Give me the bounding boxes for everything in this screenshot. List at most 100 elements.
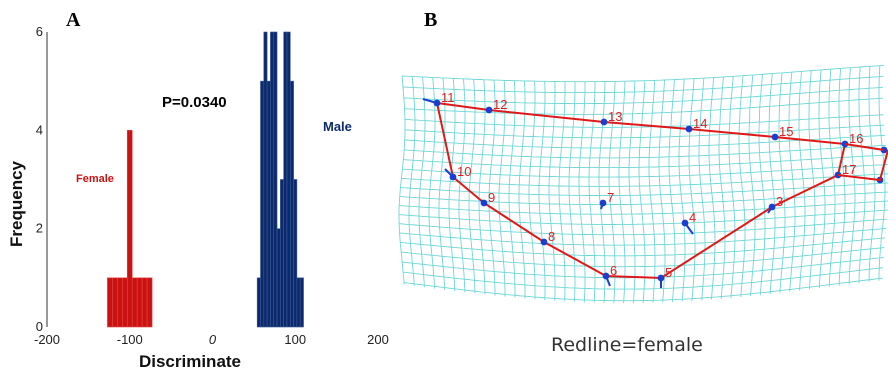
y-axis: Frequency: [7, 32, 48, 327]
grid-line-vertical: [858, 66, 866, 284]
y-tick-label: 0: [36, 319, 43, 334]
grid-line-vertical: [728, 76, 736, 299]
grid-line-horizontal: [399, 227, 887, 246]
grid-line-vertical: [488, 79, 496, 296]
grid-line-horizontal: [402, 75, 884, 94]
grid-line-vertical: [398, 75, 406, 285]
grid-line-vertical: [408, 76, 416, 287]
male-bar: [296, 277, 301, 328]
female-bar: [146, 277, 153, 328]
grid-line-horizontal: [402, 164, 888, 178]
outline-edge-right-lower: [837, 149, 888, 182]
grid-line-vertical: [838, 68, 846, 286]
grid-line-horizontal: [399, 200, 888, 215]
panel-a-histogram: A Frequency 0 2 4 6 -200 -100 0 100 200 Discrim…: [7, 9, 389, 371]
landmark-labels: 3 4 5 6 7 8 9 10 11 12 13 14 15 16 17: [441, 90, 863, 280]
grid-line-vertical: [758, 74, 766, 296]
landmark-label: 17: [842, 162, 856, 177]
landmark-label: 7: [607, 190, 614, 205]
landmark-label: 11: [441, 90, 455, 105]
grid-line-vertical: [468, 79, 476, 294]
landmark-point: [485, 106, 493, 114]
landmark-point: [449, 173, 457, 181]
grid-line-vertical: [428, 77, 436, 289]
male-bar: [270, 31, 275, 328]
grid-line-horizontal: [403, 267, 884, 290]
grid-line-vertical: [568, 81, 576, 302]
grid-line-vertical: [528, 81, 536, 300]
grid-line-vertical: [438, 77, 446, 290]
female-bar: [117, 277, 123, 328]
landmark-point: [685, 125, 693, 133]
grid-line-horizontal: [399, 218, 888, 236]
grid-line-vertical: [538, 81, 546, 301]
grid-line-vertical: [718, 76, 726, 299]
landmark-point: [681, 219, 689, 227]
y-tick-labels: 0 2 4 6: [36, 24, 43, 334]
grid-line-vertical: [618, 81, 626, 304]
male-bar: [293, 179, 298, 328]
landmark-label: 9: [488, 190, 495, 205]
female-bar: [136, 277, 143, 328]
landmark-point: [599, 199, 607, 207]
male-bar: [256, 277, 261, 328]
landmark-points: [433, 99, 888, 282]
grid-line-horizontal: [404, 144, 887, 159]
female-bar: [122, 277, 128, 328]
landmark-point: [768, 203, 776, 211]
landmark-label: 8: [548, 229, 555, 244]
x-tick-label: 200: [367, 332, 389, 347]
grid-line-vertical: [648, 80, 656, 303]
female-outline: [436, 102, 847, 280]
grid-line-vertical: [818, 69, 826, 289]
x-tick-labels: -200 -100 0 100 200: [34, 332, 389, 347]
grid-line-horizontal: [403, 277, 884, 302]
grid-line-vertical: [698, 78, 706, 301]
male-bar: [286, 31, 291, 328]
landmark-point: [540, 238, 548, 246]
grid-line-horizontal: [399, 191, 888, 206]
y-axis-title: Frequency: [7, 160, 26, 247]
grid-line-horizontal: [404, 97, 884, 115]
male-series-label: Male: [323, 119, 352, 134]
grid-line-vertical: [658, 79, 666, 303]
grid-line-horizontal: [400, 182, 888, 196]
landmark-label: 14: [693, 116, 707, 131]
landmark-point: [480, 199, 488, 207]
landmark-label: 5: [665, 265, 672, 280]
grid-line-vertical: [828, 69, 836, 287]
male-bar: [276, 228, 281, 328]
female-bar: [141, 277, 148, 328]
grid-line-horizontal: [404, 114, 884, 128]
grid-line-vertical: [748, 74, 756, 297]
male-bar: [273, 31, 278, 328]
grid-line-vertical: [548, 81, 556, 301]
grid-line-vertical: [848, 67, 856, 285]
landmark-label: 3: [776, 194, 783, 209]
female-bar: [112, 277, 118, 328]
landmark-point: [771, 133, 779, 141]
grid-line-horizontal: [404, 124, 885, 139]
grid-line-vertical: [448, 78, 456, 292]
grid-line-vertical: [578, 81, 586, 303]
landmark-point: [600, 118, 608, 126]
landmark-point: [602, 272, 610, 280]
male-bar: [266, 80, 271, 328]
landmark-label: 13: [608, 109, 622, 124]
landmark-label: 6: [610, 263, 617, 278]
male-bar: [283, 31, 288, 328]
landmark-label: 10: [457, 164, 471, 179]
grid-line-vertical: [558, 81, 566, 302]
x-tick-label: -200: [34, 332, 60, 347]
x-tick-label: 0: [209, 332, 217, 347]
landmark-label: 16: [849, 131, 863, 146]
x-tick-label: 100: [284, 332, 306, 347]
panel-b-deformation-grid: B 3 4 5 6 7 8 9 10 11 12 13 14 15 16 17 Redline=female: [398, 9, 888, 356]
grid-line-vertical: [478, 79, 486, 295]
grid-line-vertical: [808, 70, 816, 290]
grid-line-vertical: [458, 78, 466, 293]
grid-line-vertical: [678, 79, 686, 302]
grid-line-horizontal: [403, 154, 888, 169]
